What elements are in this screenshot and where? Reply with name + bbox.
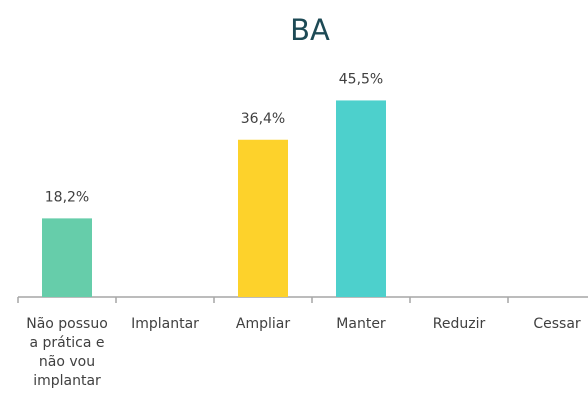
- x-tick-label: Implantar: [131, 316, 199, 332]
- chart-title: BA: [290, 13, 330, 47]
- x-tick-label: Reduzir: [432, 316, 486, 332]
- x-tick-label: Não possuo a prática e não vou implantar: [26, 316, 108, 389]
- x-tick-label: Ampliar: [235, 316, 291, 332]
- value-label: 36,4%: [241, 111, 285, 127]
- bar: [42, 218, 92, 297]
- value-label: 45,5%: [339, 71, 383, 87]
- bar: [336, 100, 386, 297]
- x-tick-label: Manter: [336, 316, 386, 332]
- x-tick-label: Cessar: [533, 316, 581, 332]
- bar: [238, 139, 288, 297]
- value-label: 18,2%: [45, 189, 89, 205]
